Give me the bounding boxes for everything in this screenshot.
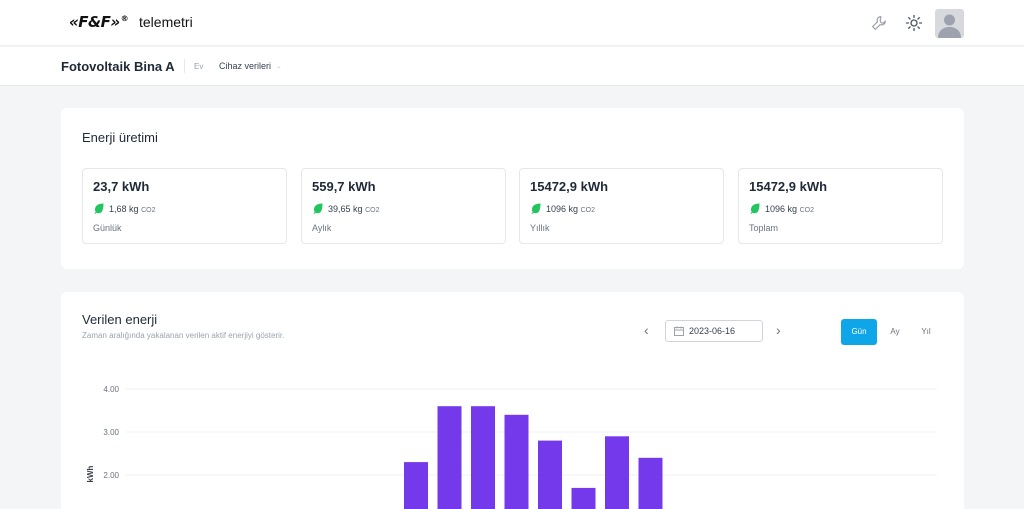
chart-bar[interactable] xyxy=(538,440,562,509)
period-month-button[interactable]: Ay xyxy=(890,327,900,336)
date-picker[interactable]: 2023-06-16 xyxy=(665,320,763,342)
brand-name: telemetri xyxy=(139,14,193,30)
y-tick-label: 2.00 xyxy=(103,471,119,480)
site-title: Fotovoltaik Bina A xyxy=(61,59,175,74)
stat-label: Toplam xyxy=(749,223,779,233)
chart-bar[interactable] xyxy=(504,414,529,509)
chart-bar[interactable] xyxy=(605,436,629,509)
leaf-icon xyxy=(750,203,760,214)
breadcrumb-divider xyxy=(184,59,185,73)
chart-bar[interactable] xyxy=(571,487,596,509)
stat-total: 15472,9 kWh 1096 kg CO2 Toplam xyxy=(738,168,943,244)
energy-production-title: Enerji üretimi xyxy=(82,130,158,145)
date-value: 2023-06-16 xyxy=(689,326,736,336)
user-avatar[interactable] xyxy=(935,9,964,38)
brand-logo[interactable]: «F&F»® xyxy=(69,13,129,31)
chart-bar[interactable] xyxy=(437,406,462,509)
calendar-icon xyxy=(674,326,684,336)
chart-bar[interactable] xyxy=(638,457,663,509)
y-tick-label: 3.00 xyxy=(103,428,119,437)
co2-savings: 1096 kg CO2 xyxy=(765,204,814,214)
stat-value: 15472,9 kWh xyxy=(530,179,609,194)
stat-yearly: 15472,9 kWh 1096 kg CO2 Yıllık xyxy=(519,168,724,244)
period-day-button[interactable]: Gün xyxy=(841,319,877,345)
leaf-icon xyxy=(94,203,104,214)
stat-value: 23,7 kWh xyxy=(93,179,150,194)
stat-monthly: 559,7 kWh 39,65 kg CO2 Aylık xyxy=(301,168,506,244)
wrench-icon[interactable] xyxy=(870,14,888,32)
leaf-icon xyxy=(313,203,323,214)
stat-label: Günlük xyxy=(93,223,122,233)
y-tick-label: 4.00 xyxy=(103,385,119,394)
sun-icon[interactable] xyxy=(905,14,923,32)
co2-savings: 1096 kg CO2 xyxy=(546,204,595,214)
stat-daily: 23,7 kWh 1,68 kg CO2 Günlük xyxy=(82,168,287,244)
chart-bar[interactable] xyxy=(471,406,495,509)
stat-value: 559,7 kWh xyxy=(312,179,376,194)
stat-label: Aylık xyxy=(312,223,332,233)
chart-bar[interactable] xyxy=(404,462,428,509)
breadcrumb-device-data[interactable]: Cihaz verileri xyxy=(219,61,272,71)
y-axis-label: kWh xyxy=(86,465,95,482)
delivered-energy-title: Verilen enerji xyxy=(82,312,158,327)
user-icon xyxy=(938,14,961,38)
co2-savings: 1,68 kg CO2 xyxy=(109,204,156,214)
stat-label: Yıllık xyxy=(530,223,550,233)
top-bar: «F&F»® telemetri xyxy=(0,0,1024,46)
next-date-button[interactable]: › xyxy=(776,322,781,338)
chevron-down-icon[interactable]: ⌄ xyxy=(276,63,282,70)
sub-header xyxy=(0,47,1024,86)
leaf-icon xyxy=(531,203,541,214)
period-year-button[interactable]: Yıl xyxy=(921,327,931,336)
breadcrumb-home[interactable]: Ev xyxy=(194,62,204,71)
delivered-energy-subtitle: Zaman aralığında yakalanan verilen aktif… xyxy=(82,331,285,340)
stat-value: 15472,9 kWh xyxy=(749,179,828,194)
prev-date-button[interactable]: ‹ xyxy=(644,322,649,338)
co2-savings: 39,65 kg CO2 xyxy=(328,204,380,214)
